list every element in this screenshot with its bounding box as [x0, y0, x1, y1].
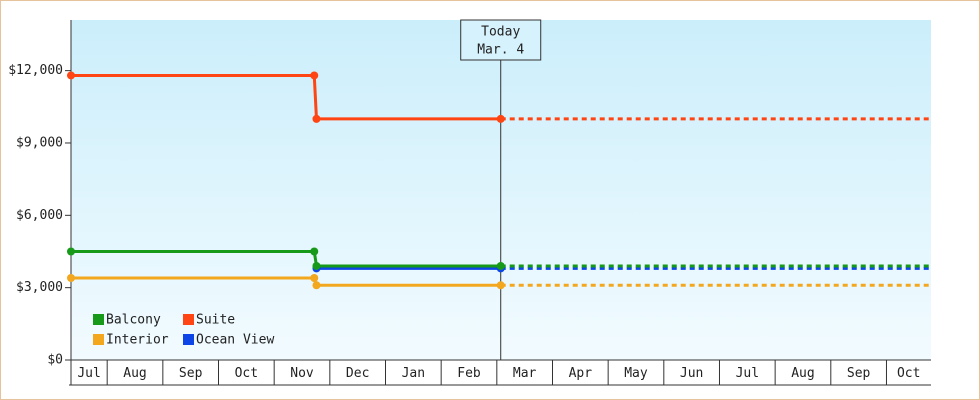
point [310, 247, 319, 256]
legend-swatch [183, 314, 194, 325]
x-tick-label: Mar [513, 366, 537, 381]
legend-label: Interior [106, 333, 169, 348]
x-tick-label: Apr [569, 366, 593, 381]
y-tick-label: $0 [47, 353, 63, 368]
point [496, 281, 505, 290]
y-tick-label: $6,000 [16, 208, 63, 223]
annotation: Today [481, 25, 520, 40]
y-tick-label: $3,000 [16, 280, 63, 295]
x-tick-label: Jan [402, 366, 425, 381]
x-tick-label: Oct [235, 366, 258, 381]
y-tick-label: $9,000 [16, 135, 63, 150]
y-tick-label: $12,000 [8, 63, 63, 78]
legend-label: Balcony [106, 313, 161, 328]
point [67, 247, 75, 256]
annotation: Mar. 4 [477, 43, 524, 58]
point [496, 114, 505, 123]
x-tick-label: Nov [290, 366, 314, 381]
x-tick-label: Sep [179, 366, 203, 381]
x-tick-label: Jul [77, 366, 100, 381]
x-tick-label: Sep [847, 366, 871, 381]
x-tick-label: Jun [680, 366, 703, 381]
legend-swatch [183, 334, 194, 345]
legend-label: Ocean View [196, 333, 274, 348]
point [67, 274, 75, 283]
point [310, 274, 319, 283]
x-tick-label: Feb [457, 366, 481, 381]
x-tick-label: Oct [897, 366, 920, 381]
x-tick-label: Aug [123, 366, 146, 381]
legend-swatch [93, 334, 104, 345]
legend-swatch [93, 314, 104, 325]
x-tick-label: Dec [346, 366, 369, 381]
point [496, 261, 505, 270]
point [310, 71, 319, 80]
series-line [71, 73, 501, 121]
point [67, 71, 75, 80]
today-box [460, 19, 542, 61]
x-tick-label: Aug [791, 366, 814, 381]
x-axis-band [69, 360, 931, 385]
point [312, 114, 321, 123]
point [312, 281, 321, 290]
series-line [71, 249, 501, 268]
x-tick-label: May [624, 366, 648, 381]
x-tick-label: Jul [736, 366, 759, 381]
point [312, 261, 321, 270]
legend-label: Suite [196, 313, 235, 328]
